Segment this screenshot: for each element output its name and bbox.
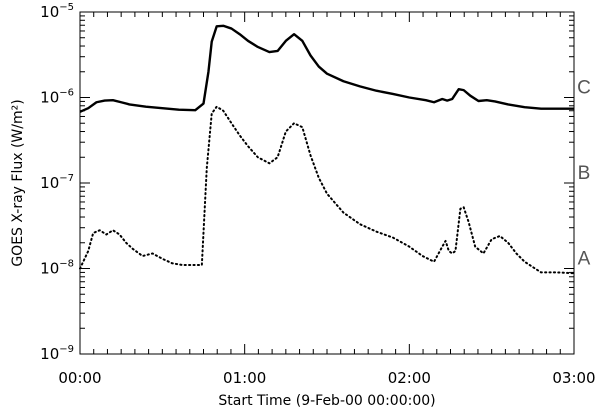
x-tick-label: 00:00 [58, 369, 101, 387]
series-layer [79, 24, 575, 275]
flux-series-dotted [79, 105, 575, 275]
y-axis-title: GOES X-ray Flux (W/m²) [10, 99, 26, 266]
y-tick-label: 10−9 [40, 344, 74, 363]
plot-frame [79, 11, 575, 355]
x-tick-label: 02:00 [388, 369, 431, 387]
axis-ticks [79, 11, 575, 355]
flux-series-solid [79, 24, 574, 113]
y-tick-label: 10−8 [40, 259, 74, 278]
x-tick-label: 01:00 [223, 369, 266, 387]
class-label-c: C [577, 78, 591, 99]
y-tick-label: 10−5 [40, 2, 74, 21]
class-label-a: A [578, 249, 591, 270]
y-tick-label: 10−6 [40, 88, 74, 107]
class-label-b: B [578, 163, 591, 184]
y-tick-label: 10−7 [40, 173, 74, 192]
x-tick-label: 03:00 [552, 369, 595, 387]
x-axis-title: Start Time (9-Feb-00 00:00:00) [218, 393, 435, 409]
axis-labels: 00:00 01:00 02:00 03:00 10−9 10−8 10−7 10−6 10−5… [40, 2, 595, 387]
